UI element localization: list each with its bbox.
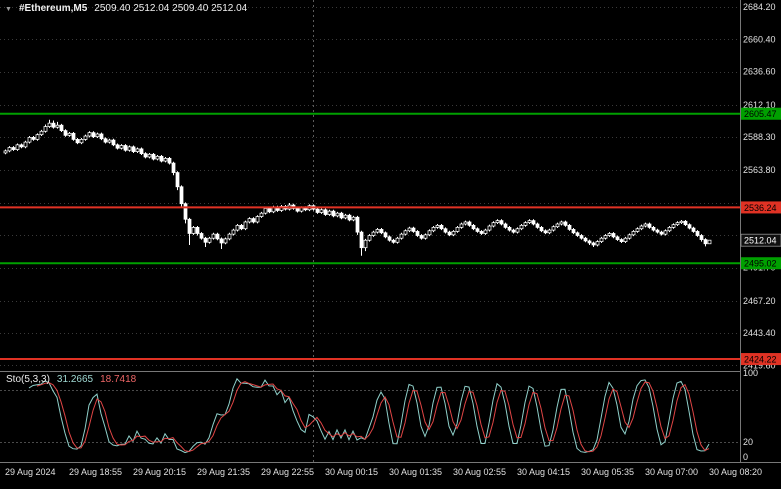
- svg-text:2636.60: 2636.60: [743, 67, 776, 77]
- svg-text:0: 0: [743, 452, 748, 462]
- svg-text:29 Aug 2024: 29 Aug 2024: [5, 467, 56, 477]
- time-axis[interactable]: [0, 463, 781, 489]
- svg-text:30 Aug 02:55: 30 Aug 02:55: [453, 467, 506, 477]
- stochastic-lines: [28, 377, 710, 454]
- indicator-main-value: 31.2665: [56, 374, 94, 385]
- svg-text:2424.22: 2424.22: [744, 355, 777, 365]
- svg-text:2660.40: 2660.40: [743, 34, 776, 44]
- symbol-label: #Ethereum,M5: [18, 3, 88, 14]
- svg-text:2612.10: 2612.10: [743, 100, 776, 110]
- svg-text:30 Aug 08:20: 30 Aug 08:20: [709, 467, 762, 477]
- horizontal-level-lines[interactable]: [0, 112, 740, 361]
- svg-text:2605.47: 2605.47: [744, 109, 777, 119]
- svg-text:2495.02: 2495.02: [744, 259, 777, 269]
- candlestick-series: [3, 119, 712, 256]
- svg-text:2588.30: 2588.30: [743, 132, 776, 142]
- svg-text:30 Aug 05:35: 30 Aug 05:35: [581, 467, 634, 477]
- svg-text:2443.40: 2443.40: [743, 328, 776, 338]
- grid-lines: [0, 7, 740, 443]
- svg-text:2563.80: 2563.80: [743, 165, 776, 175]
- indicator-name: Sto(5,3,3): [6, 374, 50, 385]
- chart-header: ▼ #Ethereum,M5 2509.40 2512.04 2509.40 2…: [5, 3, 247, 15]
- svg-text:2419.60: 2419.60: [743, 360, 776, 370]
- svg-text:20: 20: [743, 437, 753, 447]
- svg-text:2536.24: 2536.24: [744, 203, 777, 213]
- svg-text:30 Aug 07:00: 30 Aug 07:00: [645, 467, 698, 477]
- svg-text:30 Aug 01:35: 30 Aug 01:35: [389, 467, 442, 477]
- axis-labels: 2684.20 2660.40 2636.60 2612.10 2588.30 2563.…: [5, 2, 781, 477]
- svg-text:30 Aug 00:15: 30 Aug 00:15: [325, 467, 378, 477]
- indicator-label: Sto(5,3,3) 31.2665 18.7418: [6, 374, 136, 385]
- indicator-pane[interactable]: [0, 373, 740, 459]
- pane-separators: [0, 0, 781, 463]
- svg-text:29 Aug 22:55: 29 Aug 22:55: [261, 467, 314, 477]
- svg-text:2467.20: 2467.20: [743, 296, 776, 306]
- svg-text:100: 100: [743, 368, 758, 378]
- ohlc-values: 2509.40 2512.04 2509.40 2512.04: [94, 3, 248, 14]
- price-axis[interactable]: [741, 0, 781, 462]
- svg-text:29 Aug 21:35: 29 Aug 21:35: [197, 467, 250, 477]
- svg-text:30 Aug 04:15: 30 Aug 04:15: [517, 467, 570, 477]
- svg-text:2512.04: 2512.04: [744, 236, 777, 246]
- svg-text:29 Aug 20:15: 29 Aug 20:15: [133, 467, 186, 477]
- svg-text:2684.20: 2684.20: [743, 2, 776, 12]
- symbol-dropdown-icon[interactable]: ▼: [5, 6, 12, 13]
- indicator-signal-value: 18.7418: [100, 374, 137, 385]
- svg-text:29 Aug 18:55: 29 Aug 18:55: [69, 467, 122, 477]
